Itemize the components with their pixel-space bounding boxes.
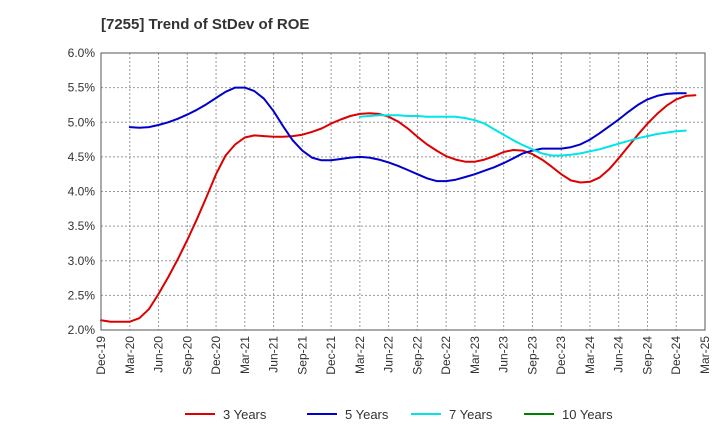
x-tick-label: Jun-21 (267, 336, 281, 373)
x-tick-label: Dec-24 (669, 336, 683, 375)
y-tick-label: 5.5% (68, 81, 96, 95)
x-tick-label: Mar-21 (238, 336, 252, 374)
x-tick-label: Sep-23 (525, 336, 539, 375)
legend-label: 7 Years (449, 407, 493, 422)
y-axis-ticks: 2.0% 2.5% 3.0% 3.5% 4.0% 4.5% 5.0% 5.5% 6.0% (68, 46, 96, 337)
x-tick-label: Sep-20 (180, 336, 194, 375)
x-tick-label: Sep-21 (295, 336, 309, 375)
y-tick-label: 3.0% (68, 254, 96, 268)
chart-title: [7255] Trend of StDev of ROE (101, 16, 309, 33)
series-line-2 (128, 86, 687, 183)
y-tick-label: 2.5% (68, 288, 96, 302)
x-tick-label: Dec-21 (324, 336, 338, 375)
axes (100, 52, 706, 331)
legend-label: 5 Years (345, 407, 389, 422)
y-tick-label: 5.0% (68, 115, 96, 129)
x-tick-label: Dec-22 (439, 336, 453, 375)
x-tick-label: Jun-22 (382, 336, 396, 373)
series-line-3 (358, 114, 687, 157)
series-line-1 (100, 94, 697, 323)
x-tick-label: Dec-19 (94, 336, 108, 375)
y-tick-label: 4.5% (68, 150, 96, 164)
x-tick-label: Dec-20 (209, 336, 223, 375)
x-tick-label: Sep-22 (410, 336, 424, 375)
x-tick-label: Mar-23 (468, 336, 482, 374)
x-tick-label: Dec-23 (554, 336, 568, 375)
x-tick-label: Jun-23 (497, 336, 511, 373)
x-tick-label: Jun-24 (612, 336, 626, 373)
y-tick-label: 2.0% (68, 323, 96, 337)
x-tick-label: Mar-22 (353, 336, 367, 374)
x-tick-label: Mar-25 (698, 336, 712, 374)
legend: 3 Years 5 Years 7 Years 10 Years (185, 407, 613, 422)
x-tick-label: Jun-20 (152, 336, 166, 373)
plot-frame (100, 52, 706, 331)
series-layer (100, 86, 697, 323)
y-tick-label: 4.0% (68, 185, 96, 199)
x-axis-ticks: Dec-19 Mar-20 Jun-20 Sep-20 Dec-20 Mar-21 Jun-… (94, 336, 712, 375)
legend-label: 3 Years (223, 407, 267, 422)
y-tick-label: 3.5% (68, 219, 96, 233)
x-tick-label: Mar-24 (583, 336, 597, 374)
y-tick-label: 6.0% (68, 46, 96, 60)
x-tick-label: Sep-24 (640, 336, 654, 375)
legend-label: 10 Years (562, 407, 613, 422)
x-tick-label: Mar-20 (123, 336, 137, 374)
